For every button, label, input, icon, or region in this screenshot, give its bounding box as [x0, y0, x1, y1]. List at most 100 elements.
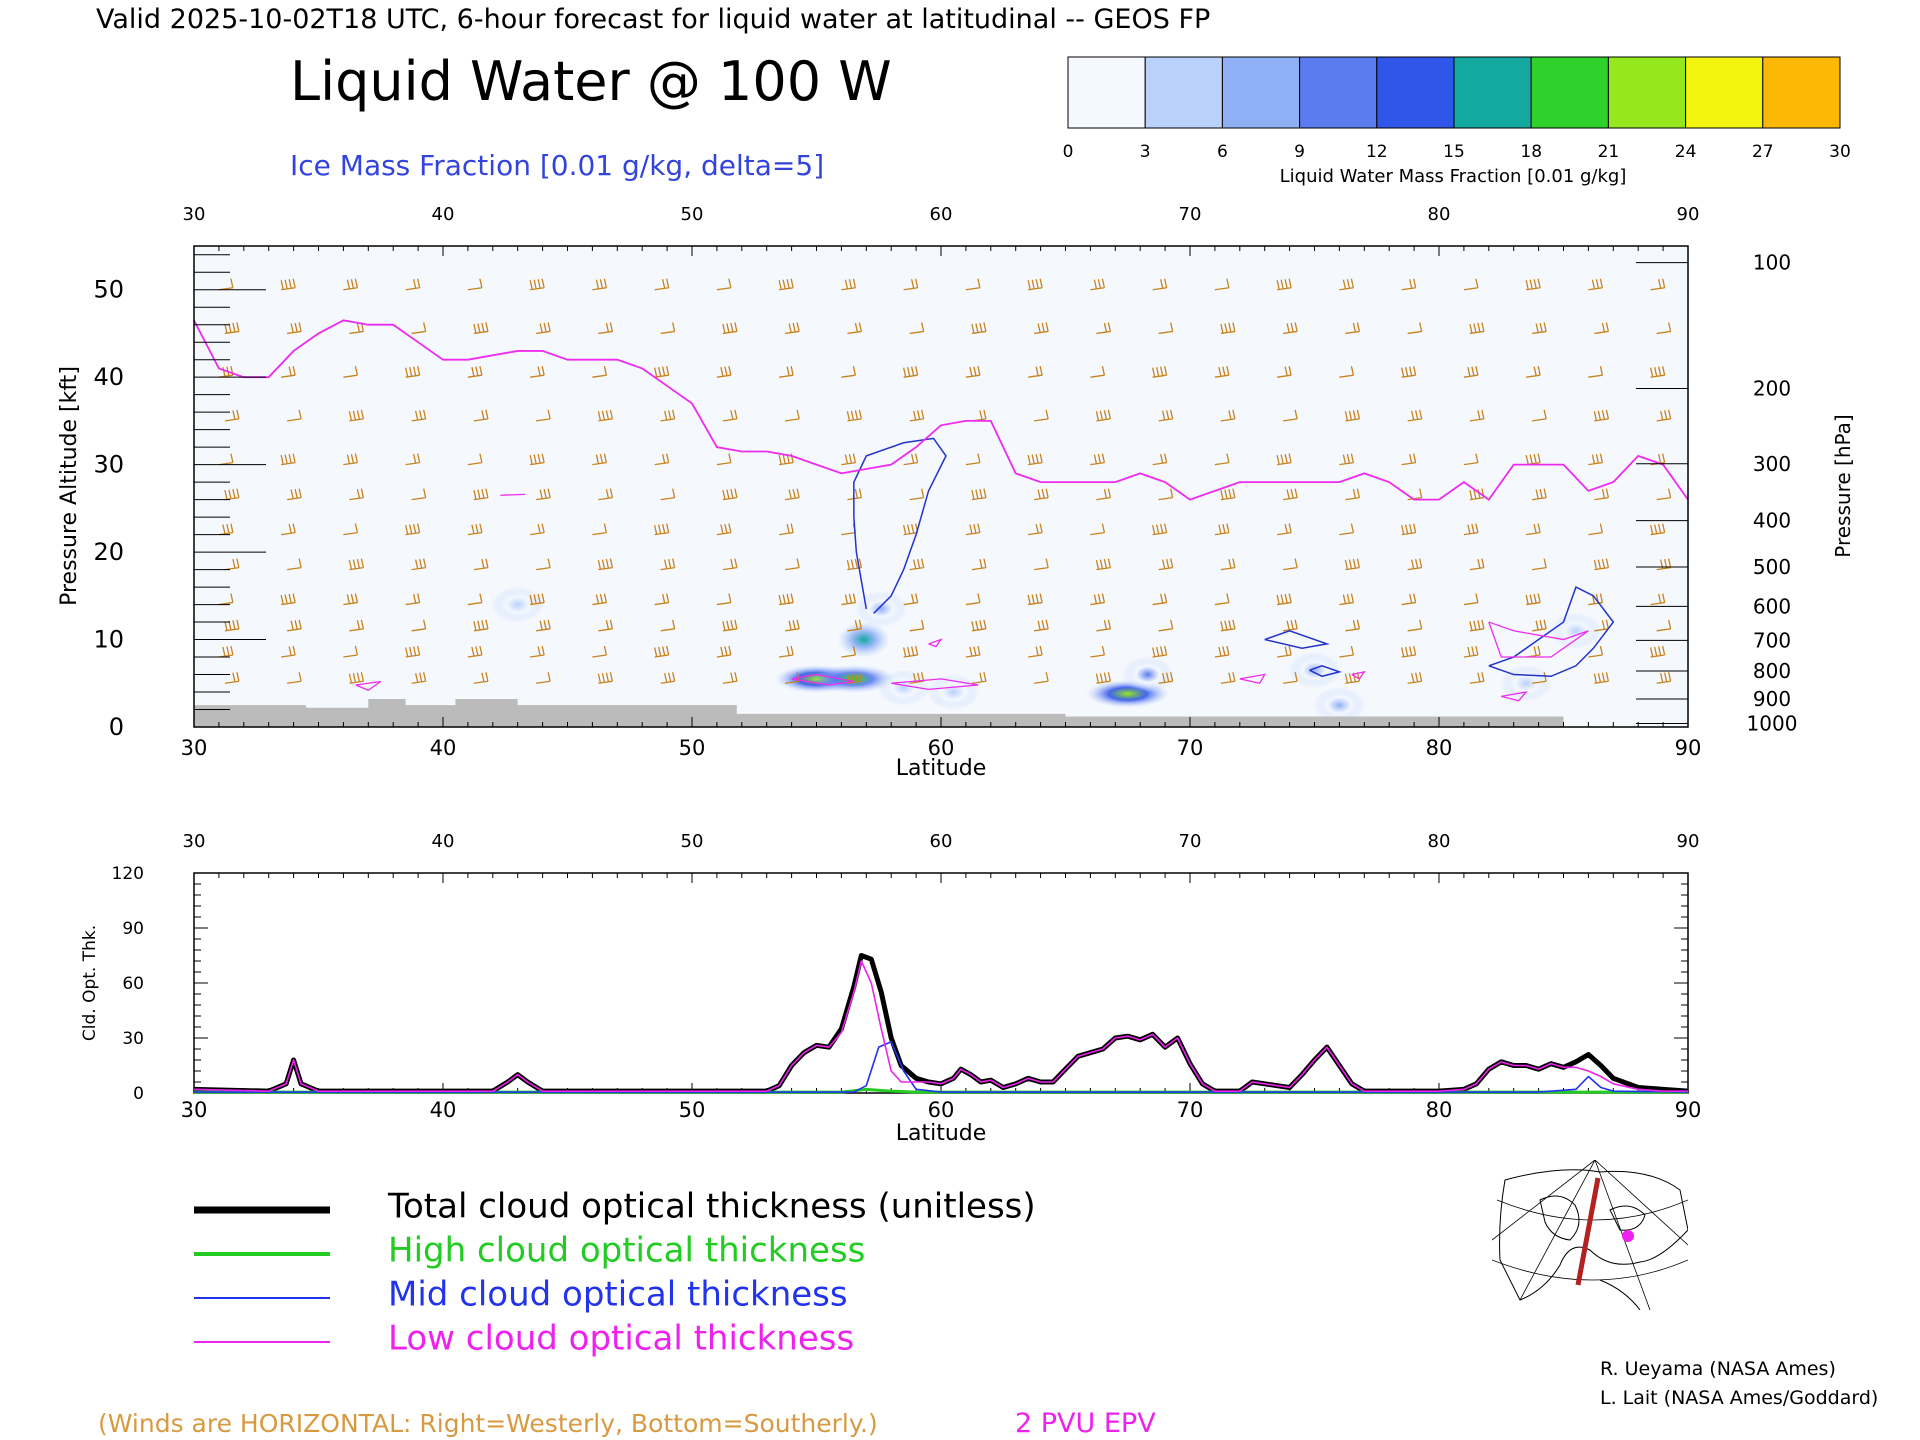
wind-barb	[903, 278, 919, 291]
colorbar-tick-label: 21	[1598, 142, 1620, 162]
wind-barb	[1532, 619, 1547, 632]
liquid-water-patch	[1549, 612, 1602, 649]
wind-barb	[597, 558, 614, 571]
wind-barb	[1344, 672, 1361, 684]
wind-barb	[1463, 645, 1479, 658]
wind-barb	[411, 322, 427, 335]
pressure-tick-label: 500	[1753, 555, 1791, 579]
wind-barb	[473, 322, 489, 335]
wind-barb	[1526, 366, 1541, 378]
bottom-xtick-label: 90	[1675, 1098, 1702, 1122]
wind-barb	[779, 645, 794, 658]
wind-barb	[778, 453, 794, 466]
wind-barb	[909, 322, 925, 335]
liquid-water-patch	[1313, 687, 1366, 724]
bottom-ytick-label: 60	[122, 974, 144, 994]
wind-barb	[343, 278, 359, 291]
pressure-tick-label: 900	[1753, 687, 1791, 711]
legend-low: Low cloud optical thickness	[388, 1319, 854, 1359]
top-xtick-label-top: 80	[1428, 204, 1451, 225]
ice-contours	[355, 437, 1615, 702]
wind-barb	[779, 523, 794, 536]
wind-barb	[1594, 619, 1610, 632]
wind-barb	[536, 619, 551, 632]
wind-barb	[1034, 322, 1049, 335]
wind-barb	[343, 366, 359, 378]
wind-barb	[287, 409, 302, 422]
wind-barb	[1469, 409, 1485, 422]
wind-barb	[1339, 645, 1355, 658]
series-mid-line	[194, 1040, 1689, 1093]
wind-barb	[1283, 619, 1298, 632]
colorbar-tick-label: 12	[1366, 142, 1388, 162]
wind-barb	[1463, 278, 1479, 291]
optical-thickness-frame	[193, 872, 1689, 1094]
optical-thickness-axes: 30 30 40 40 50 50 60 60 70 70 80 80 90 90 0 30 60 90 120	[112, 831, 1702, 1122]
wind-barb	[654, 366, 670, 378]
wind-barb	[965, 645, 981, 658]
wind-barb	[1656, 672, 1672, 684]
wind-barb	[405, 366, 421, 378]
wind-barb	[1283, 558, 1298, 571]
wind-barb	[660, 409, 676, 422]
top-xtick-label: 90	[1675, 736, 1702, 760]
top-ytick-label: 10	[93, 626, 124, 654]
wind-barb	[1027, 278, 1043, 291]
colorbar-bin	[1607, 56, 1687, 129]
wind-barb	[1283, 409, 1298, 422]
wind-barb	[467, 366, 483, 378]
valid-line: Valid 2025-10-02T18 UTC, 6-hour forecast…	[96, 4, 1210, 35]
wind-barb	[1407, 322, 1423, 335]
wind-barb	[660, 672, 676, 684]
wind-barb	[1276, 453, 1292, 466]
wind-barb	[909, 488, 925, 501]
bottom-xtick-label-top: 80	[1428, 831, 1451, 852]
wind-barb	[1027, 453, 1043, 466]
liquid-water-patch	[491, 586, 544, 623]
wind-barb	[1469, 619, 1485, 632]
wind-barb	[405, 645, 421, 658]
wind-barb	[349, 488, 365, 501]
main-title: Liquid Water @ 100 W	[290, 50, 892, 113]
wind-barb	[287, 672, 302, 684]
wind-barb	[280, 593, 296, 606]
wind-barb	[1028, 366, 1043, 378]
wind-barb	[1656, 409, 1672, 422]
wind-barb	[1214, 523, 1230, 536]
colorbar-bin	[1067, 56, 1146, 129]
wind-barb	[654, 593, 670, 606]
wind-barb	[530, 645, 545, 658]
wind-barb	[1588, 593, 1604, 606]
top-xtick-label-top: 60	[930, 204, 953, 225]
wind-barb	[405, 523, 421, 536]
wind-barb	[348, 409, 365, 422]
wind-barb	[405, 453, 421, 466]
top-ytick-label: 50	[93, 276, 124, 304]
wind-barb	[1220, 322, 1236, 335]
wind-barb	[1152, 453, 1168, 466]
wind-barb	[1594, 488, 1610, 501]
wind-barb	[1463, 366, 1479, 378]
wind-barb	[536, 409, 551, 422]
wind-barb	[654, 278, 670, 291]
low-contour	[891, 678, 979, 691]
wind-barb	[405, 593, 421, 606]
ice-contour	[1309, 664, 1343, 678]
wind-barb	[592, 453, 608, 466]
wind-barb	[965, 278, 981, 291]
wind-barb	[1096, 619, 1112, 632]
wind-barb	[467, 523, 483, 536]
wind-barb	[903, 453, 919, 466]
bottom-xtick-label-top: 50	[681, 831, 704, 852]
wind-barb	[846, 672, 863, 684]
wind-barb	[473, 672, 489, 684]
wind-barb	[1401, 366, 1417, 378]
wind-barb	[971, 558, 987, 571]
wind-barb	[536, 488, 551, 501]
liquid-water-patch	[1288, 652, 1341, 689]
wind-barb	[343, 645, 359, 658]
wind-barb	[1407, 619, 1423, 632]
wind-barb	[716, 453, 732, 466]
wind-barb	[281, 645, 296, 658]
wind-barb	[529, 453, 545, 466]
